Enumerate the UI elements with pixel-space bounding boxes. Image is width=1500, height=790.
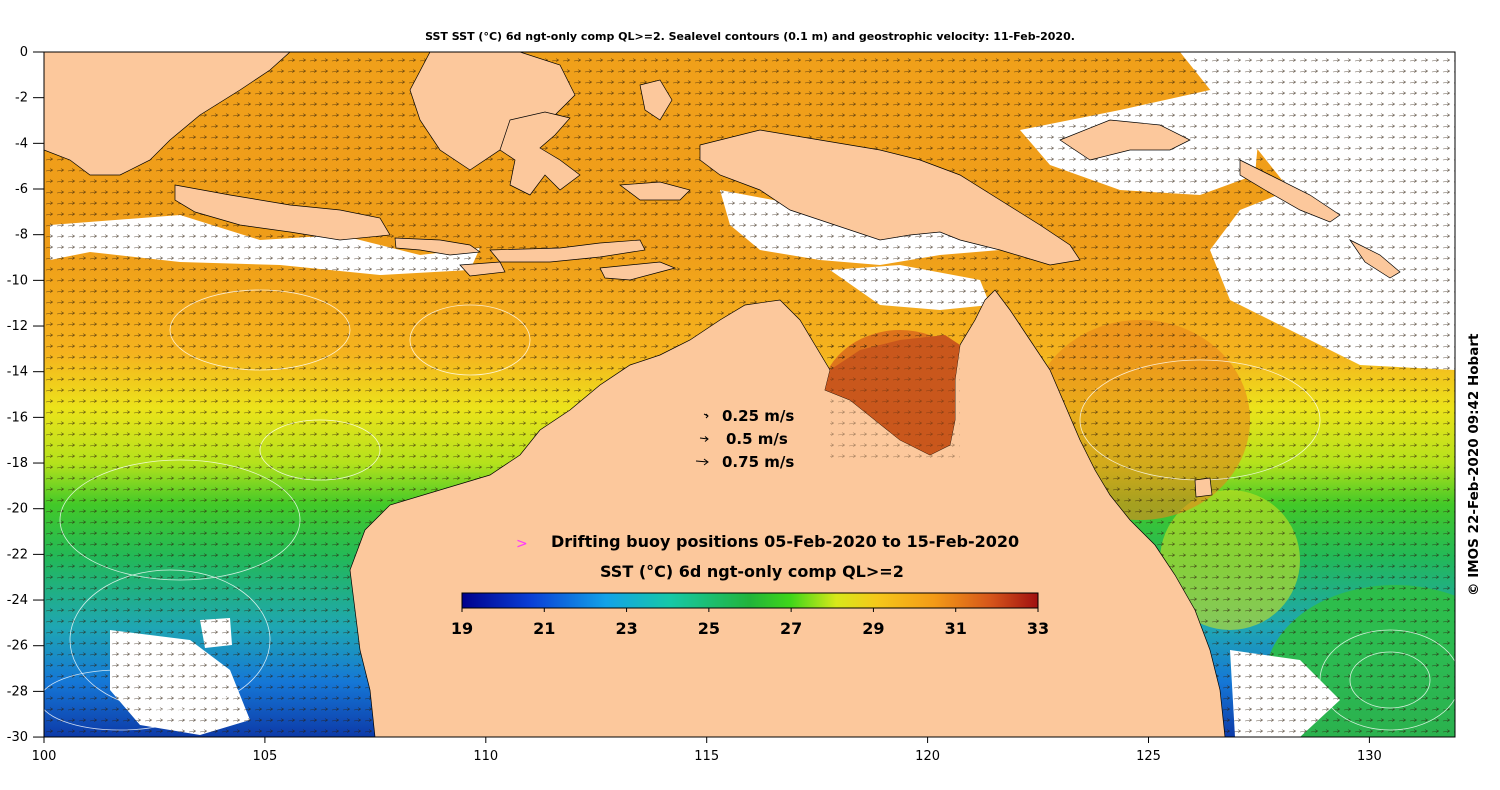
map-area <box>44 52 1455 737</box>
map-frame <box>43 51 1456 738</box>
velocity-label-0.25: 0.25 m/s <box>722 407 795 425</box>
velocity-legend <box>695 413 709 466</box>
y-tick-label: -22 <box>7 547 28 562</box>
velocity-label-0.75: 0.75 m/s <box>722 453 795 471</box>
y-tick-label: -10 <box>7 273 28 288</box>
colorbar-tick-label: 33 <box>1027 619 1049 638</box>
y-tick-label: -28 <box>7 684 28 699</box>
x-tick-label: 125 <box>1136 749 1161 764</box>
velocity-legend-arrow-0.5 <box>699 436 709 442</box>
colorbar-tick-label: 25 <box>698 619 720 638</box>
y-tick-label: -18 <box>7 456 28 471</box>
y-tick-label: -14 <box>7 365 28 380</box>
x-tick-label: 110 <box>473 749 498 764</box>
y-tick-label: -2 <box>15 91 28 106</box>
y-tick-label: -26 <box>7 639 28 654</box>
colorbar-tick-label: 23 <box>615 619 637 638</box>
y-tick-label: -8 <box>15 228 28 243</box>
buoy-legend-label: Drifting buoy positions 05-Feb-2020 to 1… <box>551 532 1020 551</box>
x-tick-label: 105 <box>252 749 277 764</box>
map-title: SST SST (°C) 6d ngt-only comp QL>=2. Sea… <box>425 30 1075 43</box>
colorbar-ticks: 19 21 23 25 27 29 31 33 <box>451 608 1049 638</box>
colorbar-tick-label: 31 <box>945 619 967 638</box>
colorbar-tick-label: 29 <box>862 619 884 638</box>
colorbar-tick-label: 19 <box>451 619 473 638</box>
y-tick-label: -4 <box>15 136 28 151</box>
y-tick-label: -6 <box>15 182 28 197</box>
y-tick-label: -30 <box>7 730 28 745</box>
y-tick-label: -24 <box>7 593 28 608</box>
colorbar-tick-label: 21 <box>533 619 555 638</box>
y-axis: 0 -2 -4 -6 -8 -10 -12 -14 -16 -18 -20 -22 -24 -26 -28 -… <box>7 45 44 745</box>
colorbar-tick-label: 27 <box>780 619 802 638</box>
y-tick-label: -16 <box>7 410 28 425</box>
copyright-notice: © IMOS 22-Feb-2020 09:42 Hobart <box>1466 333 1482 596</box>
velocity-legend-arrow-0.25 <box>703 413 709 419</box>
x-tick-label: 100 <box>32 749 57 764</box>
velocity-label-0.5: 0.5 m/s <box>726 430 788 448</box>
velocity-legend-arrow-0.75 <box>695 458 709 466</box>
x-tick-label: 130 <box>1357 749 1382 764</box>
y-tick-label: 0 <box>20 45 28 60</box>
colorbar <box>461 592 1039 609</box>
x-axis: 100105110115120125130135140145150155160 <box>32 737 1382 764</box>
colorbar-title: SST (°C) 6d ngt-only comp QL>=2 <box>600 562 904 581</box>
x-tick-label: 120 <box>915 749 940 764</box>
y-tick-label: -12 <box>7 319 28 334</box>
x-tick-label: 115 <box>694 749 719 764</box>
buoy-legend-symbol: > <box>516 536 528 552</box>
y-tick-label: -20 <box>7 502 28 517</box>
